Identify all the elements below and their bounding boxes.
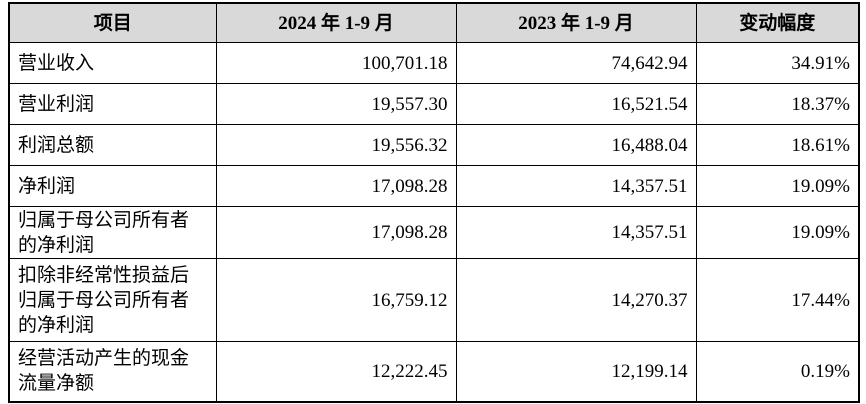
value-cell: 19.09%: [695, 165, 860, 207]
value-cell: 14,270.37: [455, 258, 697, 342]
value-cell: 17,098.28: [215, 165, 457, 207]
value-cell: 34.91%: [695, 42, 860, 84]
row-label: 营业利润: [8, 83, 217, 125]
value-cell: 100,701.18: [215, 42, 457, 84]
financial-table: 项目 2024 年 1-9 月 2023 年 1-9 月变动幅度 营业收入 100,7…: [8, 2, 860, 403]
row-label: 营业收入: [8, 42, 217, 84]
table-row: 扣除非经常性损益后归属于母公司所有者的净利润 16,759.12 14,270.37…: [8, 258, 860, 342]
row-label: 净利润: [8, 165, 217, 207]
value-cell: 17,098.28: [215, 206, 457, 259]
value-cell: 19.09%: [695, 206, 860, 259]
table-row: 营业收入 100,701.18 74,642.94 34.91%: [8, 42, 860, 84]
table-row: 归属于母公司所有者的净利润 17,098.28 14,357.51 19.09%: [8, 206, 860, 259]
header-cell: 2024 年 1-9 月: [215, 2, 457, 43]
value-cell: 16,488.04: [455, 124, 697, 166]
value-cell: 17.44%: [695, 258, 860, 342]
value-cell: 0.19%: [695, 341, 860, 402]
value-cell: 19,556.32: [215, 124, 457, 166]
table-row: 营业利润 19,557.30 16,521.54 18.37%: [8, 83, 860, 125]
row-label: 扣除非经常性损益后归属于母公司所有者的净利润: [8, 258, 217, 342]
row-label: 经营活动产生的现金流量净额: [8, 341, 217, 402]
table-row: 净利润 17,098.28 14,357.51 19.09%: [8, 165, 860, 207]
value-cell: 18.61%: [695, 124, 860, 166]
value-cell: 12,222.45: [215, 341, 457, 402]
header-cell: 2023 年 1-9 月: [455, 2, 697, 43]
value-cell: 19,557.30: [215, 83, 457, 125]
value-cell: 12,199.14: [455, 341, 697, 402]
value-cell: 18.37%: [695, 83, 860, 125]
header-cell: 项目: [8, 2, 217, 43]
row-label: 利润总额: [8, 124, 217, 166]
header-cell: 变动幅度: [695, 2, 860, 43]
header-row: 项目 2024 年 1-9 月 2023 年 1-9 月变动幅度: [8, 2, 860, 43]
value-cell: 14,357.51: [455, 165, 697, 207]
row-label: 归属于母公司所有者的净利润: [8, 206, 217, 259]
value-cell: 16,521.54: [455, 83, 697, 125]
value-cell: 74,642.94: [455, 42, 697, 84]
value-cell: 16,759.12: [215, 258, 457, 342]
value-cell: 14,357.51: [455, 206, 697, 259]
table-row: 经营活动产生的现金流量净额 12,222.45 12,199.14 0.19%: [8, 341, 860, 402]
table-row: 利润总额 19,556.32 16,488.04 18.61%: [8, 124, 860, 166]
